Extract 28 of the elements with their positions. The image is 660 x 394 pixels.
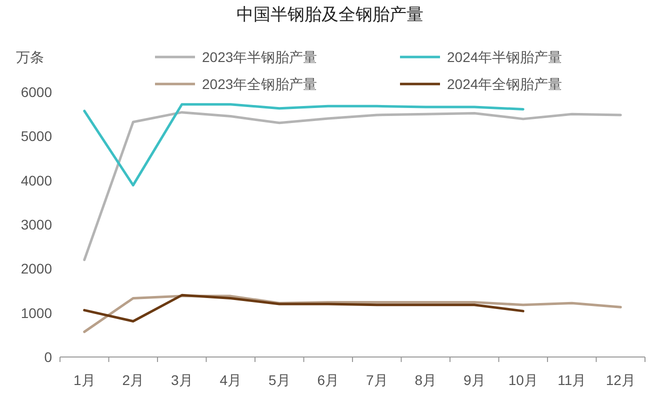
- x-tick-label: 5月: [268, 372, 290, 388]
- x-tick-label: 10月: [508, 372, 538, 388]
- legend-label: 2024年半钢胎产量: [447, 49, 562, 65]
- x-tick-label: 1月: [73, 372, 96, 388]
- x-tick-label: 2月: [122, 372, 144, 388]
- x-tick-label: 8月: [414, 372, 437, 388]
- y-tick-label: 6000: [20, 84, 52, 100]
- x-tick-label: 3月: [170, 372, 193, 388]
- line-series: [83, 111, 622, 262]
- y-tick-label: 1000: [20, 304, 52, 321]
- y-axis-title: 万条: [16, 49, 44, 65]
- y-tick-label: 2000: [20, 260, 52, 277]
- x-tick-label: 7月: [366, 372, 388, 388]
- y-tick-label: 0: [44, 349, 52, 365]
- y-tick-label: 5000: [20, 128, 52, 144]
- x-tick-label: 11月: [558, 372, 586, 388]
- x-tick-label: 9月: [463, 372, 486, 388]
- line-series: [83, 103, 524, 186]
- legend-label: 2024年全钢胎产量: [447, 76, 562, 92]
- x-tick-label: 12月: [606, 372, 636, 388]
- legend-label: 2023年全钢胎产量: [202, 76, 318, 92]
- line-series: [83, 294, 524, 322]
- y-tick-label: 3000: [20, 216, 52, 232]
- chart-title: 中国半钢胎及全钢胎产量: [236, 5, 424, 24]
- x-tick-label: 4月: [220, 372, 242, 388]
- y-tick-label: 4000: [20, 172, 52, 188]
- legend-label: 2023年半钢胎产量: [202, 49, 318, 65]
- x-tick-label: 6月: [317, 372, 340, 388]
